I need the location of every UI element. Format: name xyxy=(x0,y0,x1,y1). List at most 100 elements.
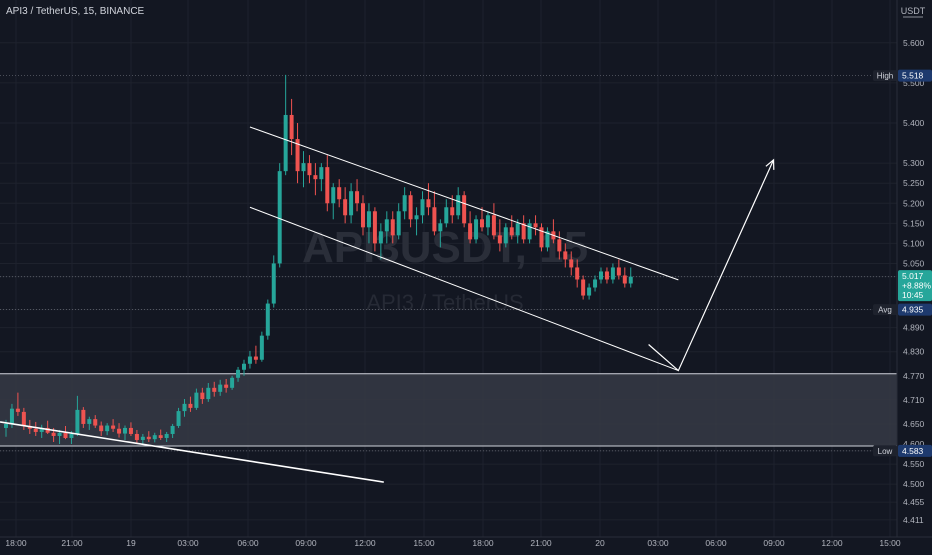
candle[interactable] xyxy=(140,433,145,445)
demand-zone[interactable] xyxy=(0,373,897,447)
candle[interactable] xyxy=(242,359,246,376)
drawings-group[interactable] xyxy=(0,126,775,483)
candle[interactable] xyxy=(176,407,181,428)
candle[interactable] xyxy=(545,227,550,252)
candle[interactable] xyxy=(444,199,449,228)
candle[interactable] xyxy=(247,350,252,369)
candle[interactable] xyxy=(87,416,92,430)
candle[interactable] xyxy=(200,387,205,404)
candle[interactable] xyxy=(164,431,169,442)
projection-arrow[interactable] xyxy=(648,159,775,372)
candle[interactable] xyxy=(622,267,627,288)
candle[interactable] xyxy=(497,219,502,252)
candle[interactable] xyxy=(349,183,354,224)
candle[interactable] xyxy=(271,255,276,308)
candle[interactable] xyxy=(432,191,437,236)
candle[interactable] xyxy=(569,251,574,276)
candle[interactable] xyxy=(301,151,306,188)
candle[interactable] xyxy=(480,207,484,232)
candle[interactable] xyxy=(587,283,592,300)
candle[interactable] xyxy=(45,420,50,434)
candle[interactable] xyxy=(527,219,532,244)
candle[interactable] xyxy=(283,74,288,176)
candle[interactable] xyxy=(146,431,151,442)
candle[interactable] xyxy=(194,388,199,410)
candle[interactable] xyxy=(33,421,38,436)
candle[interactable] xyxy=(236,366,241,382)
candle[interactable] xyxy=(390,211,395,244)
candle[interactable] xyxy=(539,223,544,252)
candle[interactable] xyxy=(111,419,116,432)
candle[interactable] xyxy=(325,155,330,212)
candle[interactable] xyxy=(521,215,526,244)
candle[interactable] xyxy=(182,399,187,417)
candle[interactable] xyxy=(414,207,419,236)
candle[interactable] xyxy=(474,215,479,244)
candle[interactable] xyxy=(581,275,586,300)
candle[interactable] xyxy=(563,243,568,268)
candle[interactable] xyxy=(134,429,139,444)
candle[interactable] xyxy=(384,211,389,244)
candle[interactable] xyxy=(420,191,425,224)
candle[interactable] xyxy=(372,207,377,252)
candle[interactable] xyxy=(575,259,580,288)
candle[interactable] xyxy=(158,429,163,440)
candle[interactable] xyxy=(295,123,300,184)
candle[interactable] xyxy=(378,223,383,260)
candle[interactable] xyxy=(128,422,133,436)
candle[interactable] xyxy=(277,163,282,268)
candle[interactable] xyxy=(289,98,294,156)
candle[interactable] xyxy=(259,331,264,362)
candle[interactable] xyxy=(313,163,318,196)
candle[interactable] xyxy=(337,179,342,208)
candle[interactable] xyxy=(265,299,270,340)
candle[interactable] xyxy=(105,423,110,436)
candle[interactable] xyxy=(117,423,122,438)
candle[interactable] xyxy=(628,267,633,288)
candle[interactable] xyxy=(557,231,562,260)
candle[interactable] xyxy=(610,263,615,284)
candle[interactable] xyxy=(15,392,20,416)
candle[interactable] xyxy=(206,383,211,402)
candles-group[interactable] xyxy=(4,74,633,445)
candle[interactable] xyxy=(212,381,217,397)
candle[interactable] xyxy=(331,183,336,220)
candle[interactable] xyxy=(39,424,44,438)
candle[interactable] xyxy=(485,211,490,236)
candle[interactable] xyxy=(307,155,312,184)
candle[interactable] xyxy=(426,183,431,216)
candle[interactable] xyxy=(93,415,98,428)
candle[interactable] xyxy=(509,215,514,240)
candle[interactable] xyxy=(81,407,86,428)
channel-upper-line[interactable] xyxy=(249,126,679,281)
candle[interactable] xyxy=(188,396,193,412)
candle[interactable] xyxy=(408,191,413,228)
candle[interactable] xyxy=(57,429,62,444)
candle[interactable] xyxy=(253,345,258,364)
candle[interactable] xyxy=(75,395,80,436)
candle[interactable] xyxy=(402,187,407,220)
candle[interactable] xyxy=(468,211,473,244)
candle[interactable] xyxy=(599,267,603,284)
candle[interactable] xyxy=(396,203,401,240)
candle[interactable] xyxy=(319,163,324,192)
candle[interactable] xyxy=(503,223,508,248)
candle[interactable] xyxy=(462,191,467,228)
currency-label[interactable]: USDT xyxy=(901,6,926,16)
candle[interactable] xyxy=(450,195,455,224)
time-axis[interactable]: 18:00 21:00 19 03:00 06:00 09:00 12:00 15:00 18:… xyxy=(5,538,901,548)
candle[interactable] xyxy=(343,187,348,224)
candle[interactable] xyxy=(456,187,461,220)
candle[interactable] xyxy=(533,215,538,236)
candle[interactable] xyxy=(361,195,365,236)
candle[interactable] xyxy=(230,375,235,390)
candle[interactable] xyxy=(491,203,496,240)
candle[interactable] xyxy=(170,423,175,438)
candle[interactable] xyxy=(593,275,598,292)
candle[interactable] xyxy=(355,179,360,212)
candle[interactable] xyxy=(366,203,371,244)
candle[interactable] xyxy=(99,421,104,436)
candle[interactable] xyxy=(438,219,443,248)
